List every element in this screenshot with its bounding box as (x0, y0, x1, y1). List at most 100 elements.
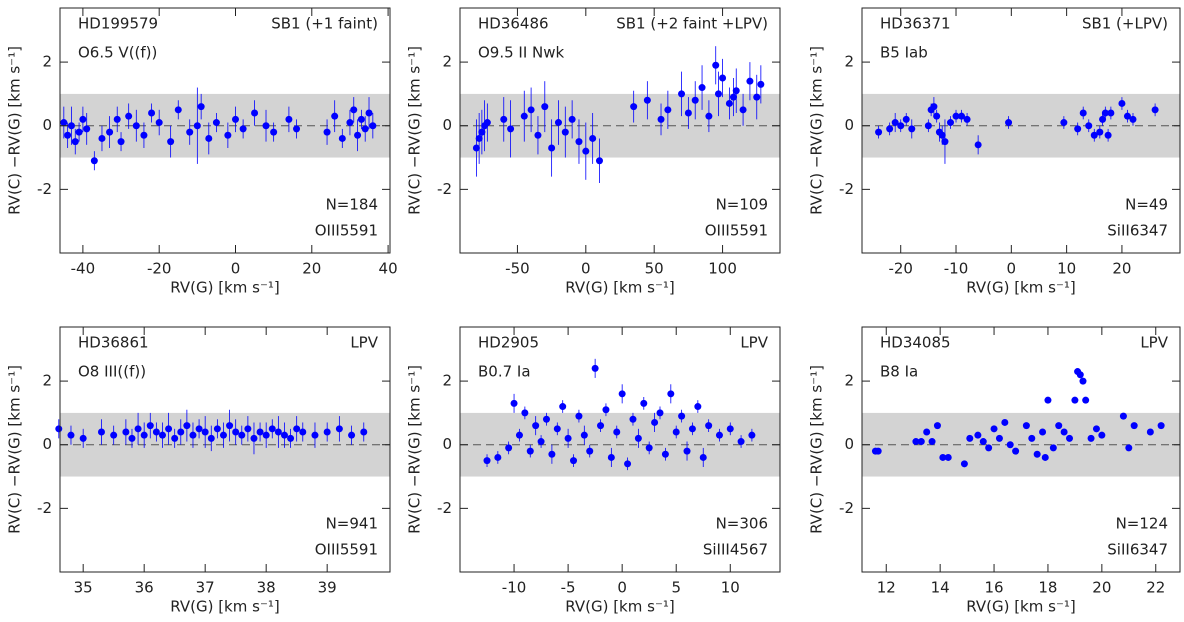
y-tick-label: 2 (844, 372, 854, 390)
point (554, 119, 562, 127)
point (917, 438, 925, 446)
sample-size: N=109 (716, 196, 768, 214)
x-tick-label: -5 (561, 579, 576, 597)
point (205, 134, 213, 142)
x-tick-label: 38 (257, 579, 276, 597)
point (640, 399, 648, 407)
point (155, 119, 163, 127)
point (613, 428, 621, 436)
point (270, 128, 278, 136)
point (287, 434, 295, 442)
point (737, 438, 745, 446)
point (158, 431, 166, 439)
point (213, 425, 221, 433)
spectral-line: SiII6347 (1107, 541, 1168, 559)
star-name: HD36861 (78, 334, 149, 352)
point (274, 428, 282, 436)
plot-frame (861, 7, 1181, 254)
point (346, 119, 354, 127)
y-tick-label: 2 (442, 372, 452, 390)
point (595, 157, 603, 165)
point (541, 103, 549, 111)
point (1001, 418, 1009, 426)
point (1104, 131, 1112, 139)
point (146, 422, 154, 430)
point (132, 122, 140, 130)
x-tick-label: 0 (581, 260, 591, 278)
point (582, 147, 590, 155)
point (128, 434, 136, 442)
x-tick-label: -50 (505, 260, 530, 278)
x-tick-label: -20 (888, 260, 913, 278)
point (71, 138, 79, 146)
binary-status: SB1 (+1 faint) (271, 15, 378, 33)
point (656, 409, 664, 417)
y-tick-label: 2 (844, 53, 854, 71)
point (534, 131, 542, 139)
point (193, 122, 201, 130)
point (152, 428, 160, 436)
point (559, 403, 567, 411)
x-axis-label: RV(G) [km s⁻¹] (966, 279, 1075, 297)
point (597, 422, 605, 430)
point (643, 96, 651, 104)
point (645, 444, 653, 452)
point (958, 112, 966, 120)
x-tick-label: 5 (671, 579, 681, 597)
x-tick-label: 14 (931, 579, 950, 597)
point (483, 119, 491, 127)
point (232, 428, 240, 436)
x-tick-label: 12 (877, 579, 896, 597)
point (361, 125, 369, 133)
point (338, 134, 346, 142)
point (110, 431, 118, 439)
point (1060, 428, 1068, 436)
point (902, 115, 910, 123)
point (1119, 412, 1127, 420)
star-name: HD34085 (880, 334, 951, 352)
point (874, 447, 882, 455)
spectral-type: O6.5 V((f)) (78, 44, 157, 62)
point (618, 390, 626, 398)
point (183, 422, 191, 430)
point (515, 431, 523, 439)
point (532, 422, 540, 430)
point (688, 425, 696, 433)
point (483, 457, 491, 465)
point (990, 425, 998, 433)
point (1079, 377, 1087, 385)
point (974, 431, 982, 439)
point (1098, 431, 1106, 439)
point (113, 115, 121, 123)
point (90, 157, 98, 165)
point (941, 138, 949, 146)
point (908, 125, 916, 133)
x-tick-label: -20 (147, 260, 172, 278)
point (1101, 109, 1109, 117)
point (568, 115, 576, 123)
point (500, 115, 508, 123)
x-tick-label: 20 (1092, 579, 1111, 597)
y-tick-label: 0 (442, 435, 452, 453)
plot-frame (861, 326, 1181, 573)
point (250, 434, 258, 442)
point (122, 428, 130, 436)
point (165, 425, 173, 433)
point (1123, 112, 1131, 120)
sample-size: N=306 (716, 515, 768, 533)
x-axis-label: RV(G) [km s⁻¹] (170, 279, 279, 297)
point (1066, 434, 1074, 442)
point (607, 453, 615, 461)
point (897, 122, 905, 130)
point (299, 428, 307, 436)
point (944, 453, 952, 461)
point (548, 450, 556, 458)
point (256, 428, 264, 436)
point (79, 434, 87, 442)
y-axis-label: RV(C) −RV(G) [km s⁻¹] (406, 46, 424, 215)
point (678, 90, 686, 98)
point (140, 431, 148, 439)
point (875, 128, 883, 136)
point (1130, 422, 1138, 430)
point (966, 434, 974, 442)
